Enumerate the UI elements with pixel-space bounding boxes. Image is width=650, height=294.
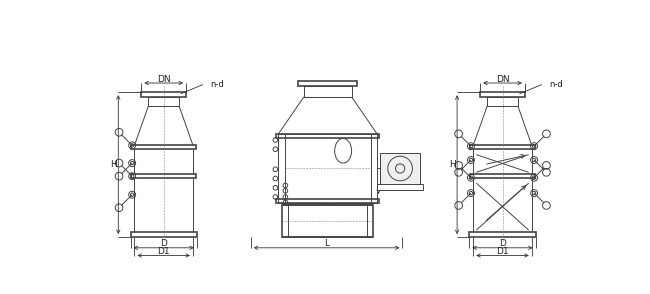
Bar <box>324 203 332 205</box>
Bar <box>148 97 179 106</box>
Bar <box>470 146 535 149</box>
Bar <box>131 232 197 237</box>
Bar <box>380 153 420 184</box>
Bar <box>131 146 196 149</box>
Bar <box>276 199 380 203</box>
Bar <box>377 184 423 190</box>
Text: DN: DN <box>496 75 510 84</box>
Bar <box>298 81 357 86</box>
Bar <box>487 97 518 106</box>
Bar <box>470 174 535 178</box>
Text: DN: DN <box>157 75 170 84</box>
Bar <box>131 174 196 178</box>
Text: n-d: n-d <box>211 80 224 89</box>
Text: H: H <box>111 160 117 169</box>
Bar <box>469 232 536 237</box>
Text: D1: D1 <box>496 247 509 256</box>
Text: n-d: n-d <box>549 80 564 89</box>
Bar <box>276 134 380 138</box>
Bar <box>480 92 525 97</box>
Text: D: D <box>499 239 506 248</box>
Text: D: D <box>161 239 167 248</box>
Bar <box>304 86 352 97</box>
Bar <box>142 92 186 97</box>
Text: L: L <box>324 239 329 248</box>
Text: H: H <box>449 160 456 169</box>
Text: D1: D1 <box>157 247 170 256</box>
Bar <box>282 205 373 237</box>
Bar <box>278 134 377 203</box>
